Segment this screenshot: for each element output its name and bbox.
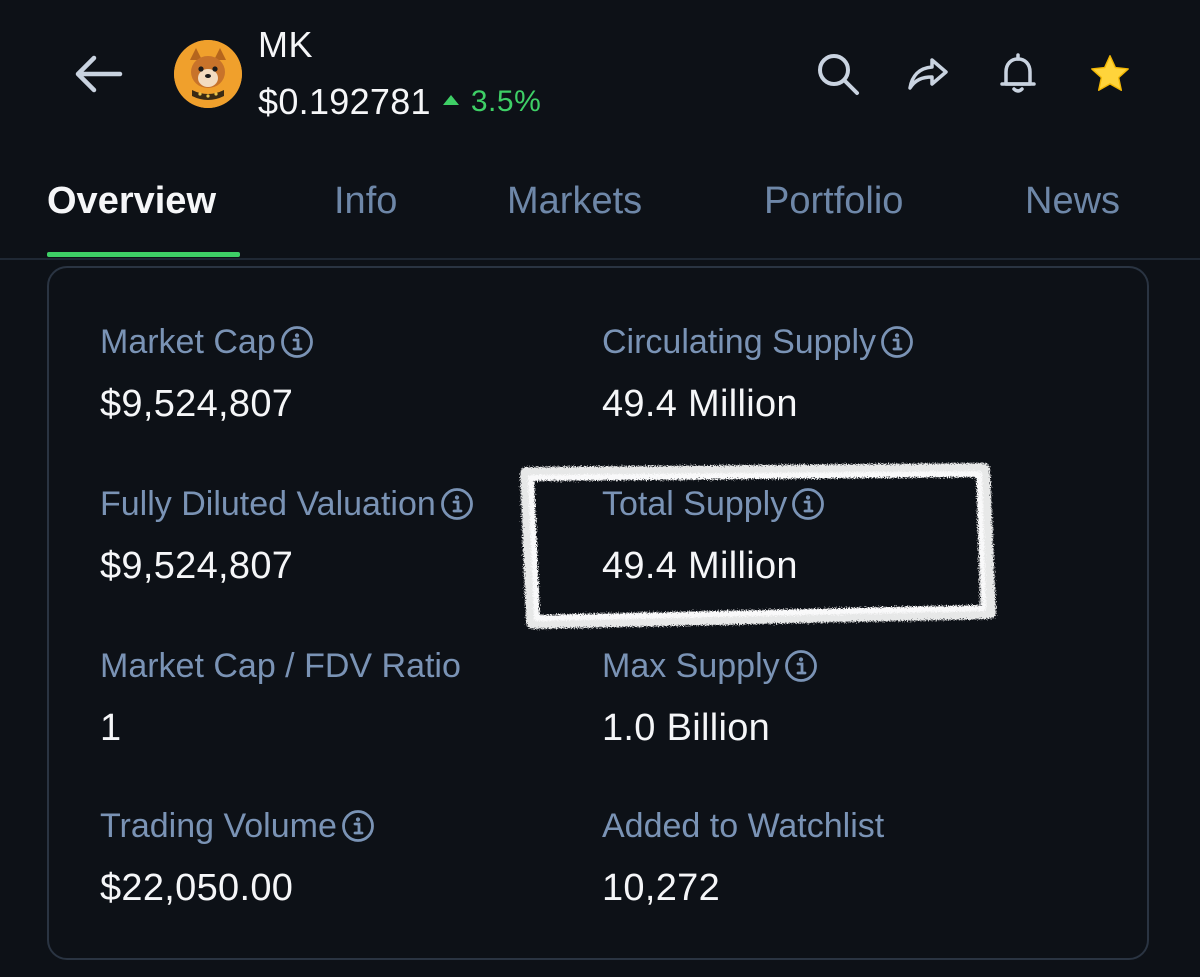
stat-value: $9,524,807 — [100, 545, 294, 587]
stats-card: Market Cap $9,524,807 Circulating Supply… — [47, 266, 1149, 960]
tab-overview[interactable]: Overview — [47, 180, 216, 222]
stat-label: Market Cap — [100, 322, 276, 361]
stat-value: 1.0 Billion — [602, 707, 771, 749]
stat-market-cap-fdv-ratio: Market Cap / FDV Ratio 1 — [100, 644, 580, 752]
stat-label: Circulating Supply — [602, 322, 877, 361]
stat-circulating-supply: Circulating Supply 49.4 Million — [602, 320, 1082, 428]
stat-label: Trading Volume — [100, 806, 337, 845]
share-icon — [908, 58, 948, 90]
stat-label: Max Supply — [602, 646, 780, 685]
price-change: 3.5% — [470, 85, 542, 118]
info-icon[interactable] — [280, 325, 314, 359]
info-icon[interactable] — [341, 809, 375, 843]
stat-label: Total Supply — [602, 484, 788, 523]
tab-bar: Overview Info Markets Portfolio News — [0, 160, 1200, 260]
stat-value: $9,524,807 — [100, 383, 294, 425]
stat-value: 10,272 — [602, 867, 721, 909]
bell-icon — [1000, 53, 1036, 93]
stat-value: 49.4 Million — [602, 383, 798, 425]
price-row: $0.192781 3.5% — [258, 80, 541, 124]
stat-fully-diluted-valuation: Fully Diluted Valuation $9,524,807 — [100, 482, 580, 590]
stat-added-to-watchlist: Added to Watchlist 10,272 — [602, 804, 1082, 912]
stat-label: Market Cap / FDV Ratio — [100, 646, 461, 685]
share-button[interactable] — [900, 48, 956, 100]
tab-news[interactable]: News — [1025, 180, 1121, 222]
watchlist-star-button[interactable] — [1082, 48, 1138, 100]
active-tab-indicator — [47, 252, 240, 257]
info-icon[interactable] — [880, 325, 914, 359]
info-icon[interactable] — [784, 649, 818, 683]
stat-label: Fully Diluted Valuation — [100, 484, 436, 523]
tab-info[interactable]: Info — [334, 180, 398, 222]
coin-avatar — [174, 40, 242, 108]
stat-market-cap: Market Cap $9,524,807 — [100, 320, 580, 428]
stat-value: 1 — [100, 707, 122, 749]
stat-trading-volume: Trading Volume $22,050.00 — [100, 804, 580, 912]
back-button[interactable] — [68, 48, 128, 100]
stat-max-supply: Max Supply 1.0 Billion — [602, 644, 1082, 752]
info-icon[interactable] — [791, 487, 825, 521]
info-icon[interactable] — [440, 487, 474, 521]
stat-total-supply: Total Supply 49.4 Million — [602, 482, 1082, 590]
search-button[interactable] — [810, 48, 866, 100]
stat-value: $22,050.00 — [100, 867, 294, 909]
tab-markets[interactable]: Markets — [507, 180, 643, 222]
coin-name: MK — [258, 24, 313, 65]
tabs-divider — [0, 258, 1200, 260]
back-arrow-icon — [75, 55, 123, 93]
search-icon — [818, 54, 859, 95]
star-icon — [1091, 55, 1129, 92]
coin-price: $0.192781 — [258, 81, 431, 122]
header: MK $0.192781 3.5% — [0, 0, 1200, 150]
stat-value: 49.4 Million — [602, 545, 798, 587]
price-up-arrow-icon — [442, 95, 459, 105]
stat-label: Added to Watchlist — [602, 806, 885, 845]
alerts-button[interactable] — [990, 48, 1046, 100]
tab-portfolio[interactable]: Portfolio — [764, 180, 904, 222]
